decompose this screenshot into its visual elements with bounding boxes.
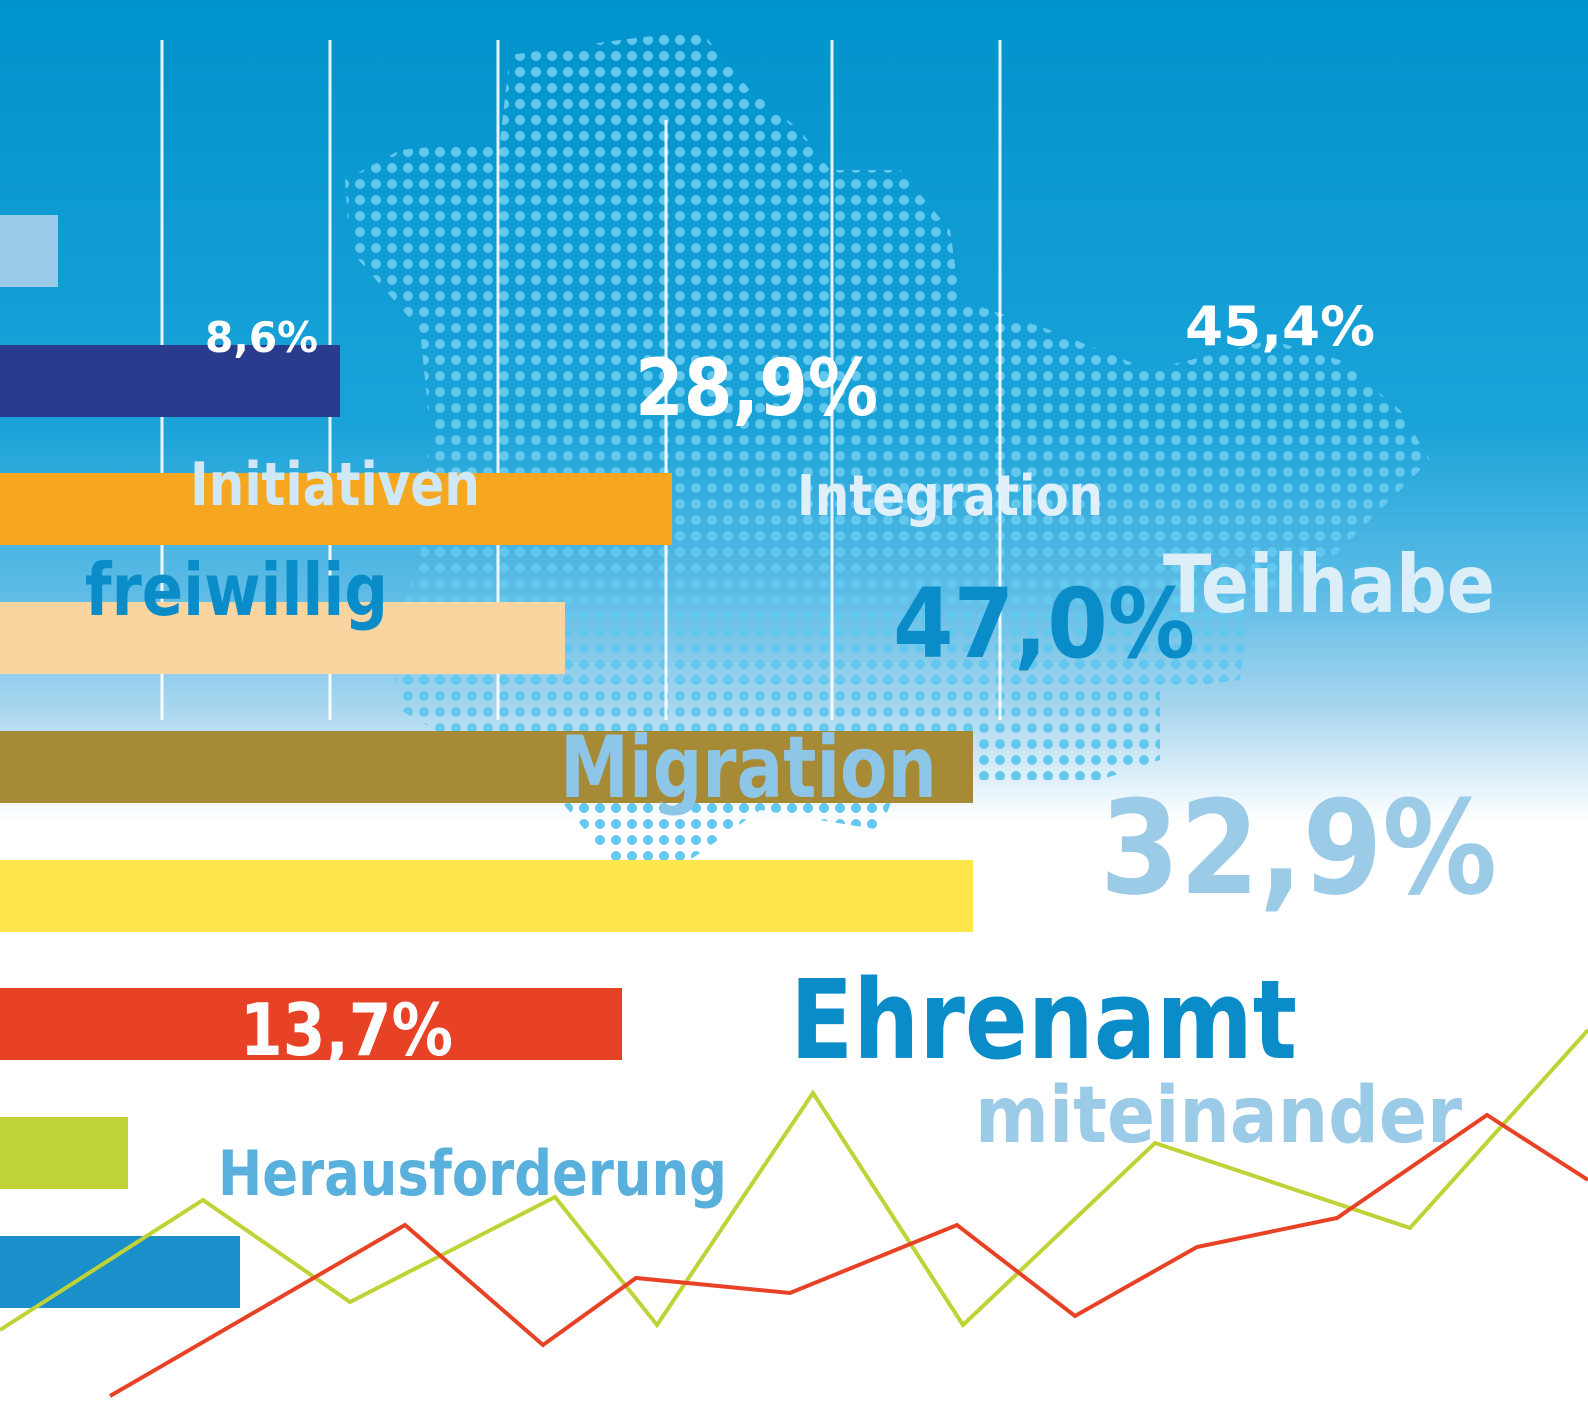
bars: [0, 215, 973, 1308]
word: 13,7%: [240, 988, 453, 1072]
word: 28,9%: [635, 344, 878, 434]
word: miteinander: [975, 1071, 1462, 1161]
word: Ehrenamt: [790, 956, 1297, 1084]
word: freiwillig: [85, 548, 388, 632]
red-line: [108, 1112, 1588, 1398]
word: Herausforderung: [218, 1137, 727, 1210]
word: Migration: [560, 718, 937, 818]
lime-line: [0, 1028, 1588, 1332]
word: Teilhabe: [1163, 538, 1495, 631]
words: 8,6% 28,9% 45,4% Initiativen Integration frei…: [85, 295, 1497, 1210]
word: 32,9%: [1100, 772, 1497, 924]
word: Integration: [797, 464, 1103, 529]
word: 45,4%: [1185, 295, 1375, 358]
word: Initiativen: [190, 450, 480, 520]
word: 47,0%: [893, 568, 1195, 680]
word: 8,6%: [205, 313, 318, 362]
